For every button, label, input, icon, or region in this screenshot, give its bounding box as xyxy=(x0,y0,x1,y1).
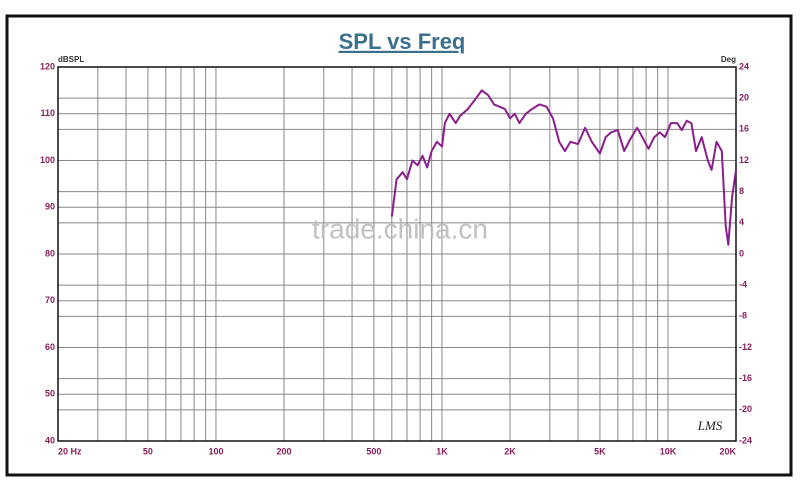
plot-area: 20 Hz 50 100 200 500 1K 2K 5K 10K 20K405060708090… xyxy=(40,61,752,456)
y2-tick-label: -24 xyxy=(739,435,752,445)
y2-tick-label: -20 xyxy=(739,404,752,414)
x-tick-label: 5K xyxy=(594,446,606,456)
x-tick-label: 200 xyxy=(276,446,291,456)
plot-border xyxy=(57,66,737,442)
y-tick-label: 90 xyxy=(45,202,55,212)
x-tick-label: 20 Hz xyxy=(58,446,82,456)
x-tick-label: 1K xyxy=(436,446,448,456)
y2-tick-label: 16 xyxy=(739,124,749,134)
logo: LMS xyxy=(697,418,723,433)
x-tick-label: 50 xyxy=(143,446,153,456)
y2-tick-label: -16 xyxy=(739,373,752,383)
y-tick-label: 70 xyxy=(45,295,55,305)
y-tick-label: 80 xyxy=(45,248,55,258)
data-line xyxy=(390,89,737,246)
y-axis-label: dBSPL xyxy=(58,55,84,64)
y2-tick-label: 4 xyxy=(739,217,744,227)
y-tick-label: 40 xyxy=(45,435,55,445)
x-tick-label: 2K xyxy=(504,446,516,456)
y-tick-label: 50 xyxy=(45,389,55,399)
y2-tick-label: -4 xyxy=(739,280,747,290)
y2-tick-label: -12 xyxy=(739,342,752,352)
x-tick-label: 10K xyxy=(660,446,677,456)
x-tick-label: 500 xyxy=(366,446,381,456)
y-tick-label: 120 xyxy=(40,61,55,71)
watermark: trade.china.cn xyxy=(312,213,488,244)
y2-tick-label: 24 xyxy=(739,61,749,71)
y-tick-label: 60 xyxy=(45,342,55,352)
y2-tick-label: 20 xyxy=(739,93,749,103)
frame xyxy=(5,14,793,477)
y2-tick-label: 12 xyxy=(739,155,749,165)
y-tick-label: 110 xyxy=(40,108,55,118)
y2-tick-label: 8 xyxy=(739,186,744,196)
y2-axis-label: Deg xyxy=(721,55,736,64)
x-tick-label: 20K xyxy=(719,446,736,456)
y2-tick-label: 0 xyxy=(739,248,744,258)
y-tick-label: 100 xyxy=(40,155,55,165)
chart-title: SPL vs Freq xyxy=(339,29,466,54)
x-tick-label: 100 xyxy=(208,446,223,456)
y2-tick-label: -8 xyxy=(739,311,747,321)
